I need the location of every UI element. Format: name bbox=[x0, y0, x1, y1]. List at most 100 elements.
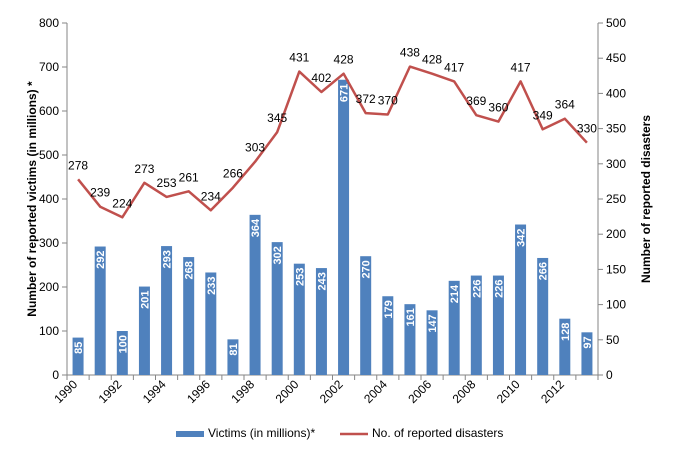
y-tick-label-left: 0 bbox=[52, 368, 59, 382]
line-data-label: 417 bbox=[511, 60, 531, 74]
y-tick-label-right: 150 bbox=[606, 262, 626, 276]
bar-data-label: 179 bbox=[383, 300, 395, 318]
x-tick-label: 2012 bbox=[538, 377, 567, 406]
y-tick-label-left: 800 bbox=[39, 16, 59, 30]
line-data-label: 330 bbox=[577, 122, 597, 136]
line-data-label: 345 bbox=[267, 111, 287, 125]
bar-victims bbox=[183, 257, 195, 375]
bar-data-label: 364 bbox=[250, 218, 262, 237]
bar-victims bbox=[537, 257, 549, 375]
bar-data-label: 342 bbox=[516, 229, 528, 247]
bar-victims bbox=[205, 272, 217, 375]
legend-swatch-victims bbox=[176, 431, 204, 437]
y-axis-right-title: Number of reported disasters bbox=[639, 115, 653, 283]
line-data-label: 239 bbox=[90, 186, 110, 200]
line-data-label: 224 bbox=[112, 196, 132, 210]
bar-victims bbox=[382, 296, 394, 375]
bar-data-label: 270 bbox=[361, 260, 373, 278]
line-data-label: 234 bbox=[201, 189, 221, 203]
y-axis-left-title: Number of reported victims (in millions)… bbox=[25, 81, 39, 317]
line-data-label: 349 bbox=[533, 108, 553, 122]
x-tick-label: 1992 bbox=[96, 377, 125, 406]
bar-victims bbox=[94, 246, 106, 375]
y-tick-label-right: 0 bbox=[606, 368, 613, 382]
y-tick-label-right: 200 bbox=[606, 227, 626, 241]
y-tick-label-right: 450 bbox=[606, 51, 626, 65]
line-data-label: 360 bbox=[488, 101, 508, 115]
bar-victims bbox=[360, 256, 372, 375]
x-tick-label: 2006 bbox=[405, 377, 434, 406]
y-tick-label-left: 700 bbox=[39, 60, 59, 74]
y-tick-label-right: 100 bbox=[606, 298, 626, 312]
bar-victims bbox=[515, 224, 527, 375]
bar-data-label: 100 bbox=[117, 335, 129, 353]
bar-data-label: 302 bbox=[272, 246, 284, 264]
line-data-label: 266 bbox=[223, 167, 243, 181]
y-tick-label-left: 200 bbox=[39, 280, 59, 294]
y-tick-label-right: 350 bbox=[606, 122, 626, 136]
y-tick-label-right: 500 bbox=[606, 16, 626, 30]
y-tick-label-left: 100 bbox=[39, 324, 59, 338]
bar-victims bbox=[559, 318, 571, 375]
line-data-label: 261 bbox=[179, 170, 199, 184]
bar-data-label: 292 bbox=[95, 251, 107, 269]
bar-victims bbox=[161, 246, 173, 375]
bar-data-label: 81 bbox=[228, 343, 240, 355]
bar-data-label: 226 bbox=[471, 280, 483, 298]
bar-victims bbox=[293, 263, 305, 375]
bar-victims bbox=[249, 214, 261, 375]
line-data-label: 438 bbox=[400, 46, 420, 60]
line-data-label: 370 bbox=[378, 94, 398, 108]
bar-victims bbox=[426, 310, 438, 375]
line-disasters bbox=[77, 65, 588, 219]
bar-data-label: 268 bbox=[184, 261, 196, 279]
legend-label-victims: Victims (in millions)* bbox=[208, 426, 315, 440]
bar-victims bbox=[315, 268, 327, 375]
line-data-label: 369 bbox=[466, 94, 486, 108]
bar-data-label: 214 bbox=[449, 284, 461, 303]
y-tick-label-right: 250 bbox=[606, 192, 626, 206]
bar-data-label: 671 bbox=[339, 84, 351, 102]
bar-data-label: 201 bbox=[139, 291, 151, 309]
x-tick-label: 1994 bbox=[140, 377, 169, 406]
bar-data-label: 85 bbox=[73, 342, 85, 354]
bar-data-label: 243 bbox=[316, 272, 328, 290]
line-data-label: 372 bbox=[356, 92, 376, 106]
line-data-label: 278 bbox=[68, 158, 88, 172]
bar-victims bbox=[470, 275, 482, 375]
bar-victims bbox=[227, 339, 239, 375]
y-tick-label-left: 300 bbox=[39, 236, 59, 250]
bar-victims bbox=[338, 79, 350, 375]
bar-data-label: 128 bbox=[560, 323, 572, 341]
y-tick-label-left: 400 bbox=[39, 192, 59, 206]
line-data-label: 303 bbox=[245, 141, 265, 155]
line-data-label: 402 bbox=[311, 71, 331, 85]
x-tick-label: 2002 bbox=[317, 377, 346, 406]
x-tick-label: 1996 bbox=[184, 377, 213, 406]
bar-data-label: 253 bbox=[294, 268, 306, 286]
bar-data-label: 97 bbox=[582, 336, 594, 348]
y-tick-label-right: 300 bbox=[606, 157, 626, 171]
line-data-label: 428 bbox=[422, 53, 442, 67]
line-data-label: 428 bbox=[334, 53, 354, 67]
bar-data-label: 266 bbox=[538, 262, 550, 280]
bar-data-label: 233 bbox=[206, 276, 218, 294]
bar-data-label: 293 bbox=[162, 250, 174, 268]
y-tick-label-right: 400 bbox=[606, 86, 626, 100]
line-data-label: 273 bbox=[134, 162, 154, 176]
bar-victims bbox=[492, 275, 504, 375]
y-tick-label-left: 600 bbox=[39, 104, 59, 118]
line-data-label: 253 bbox=[157, 176, 177, 190]
x-tick-label: 2008 bbox=[450, 377, 479, 406]
bar-victims bbox=[271, 242, 283, 375]
bar-data-label: 161 bbox=[405, 308, 417, 326]
line-data-label: 417 bbox=[444, 60, 464, 74]
x-tick-label: 2010 bbox=[494, 377, 523, 406]
bar-data-label: 147 bbox=[427, 314, 439, 332]
line-data-label: 364 bbox=[555, 98, 575, 112]
bar-victims bbox=[116, 331, 128, 375]
y-tick-label-right: 50 bbox=[606, 333, 620, 347]
x-tick-label: 2000 bbox=[273, 377, 302, 406]
legend-label-disasters: No. of reported disasters bbox=[372, 426, 503, 440]
